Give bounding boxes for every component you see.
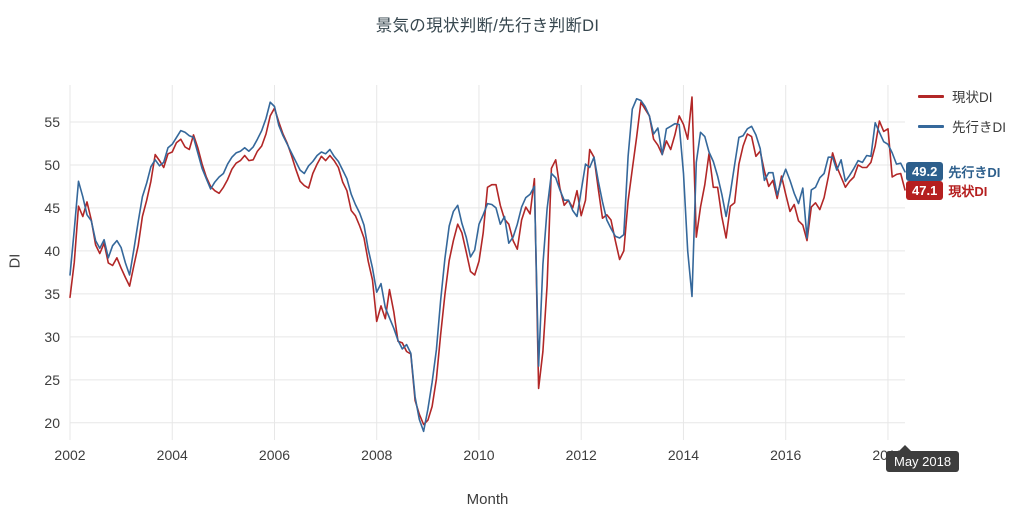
genjo-di-value-label: 現状DI bbox=[948, 184, 988, 199]
y-axis-label: DI bbox=[7, 253, 24, 269]
x-tick-label: 2014 bbox=[668, 447, 699, 463]
y-tick-label: 30 bbox=[44, 329, 60, 345]
y-tick-label: 40 bbox=[44, 243, 60, 259]
x-tick-label: 2012 bbox=[566, 447, 597, 463]
legend-label-saki-di: 先行きDI bbox=[952, 120, 1006, 135]
hover-tooltip: May 2018 bbox=[886, 445, 960, 472]
series-line-現状DI[interactable] bbox=[69, 96, 906, 426]
x-tick-label: 2002 bbox=[54, 447, 85, 463]
x-tick-label: 2006 bbox=[259, 447, 290, 463]
end-value-saki-di: 49.2 先行きDI bbox=[906, 162, 1000, 181]
saki-di-value-badge: 49.2 bbox=[906, 162, 944, 181]
y-tick-label: 45 bbox=[44, 200, 60, 216]
y-tick-label: 50 bbox=[44, 157, 60, 173]
x-tick-label: 2004 bbox=[157, 447, 188, 463]
tooltip-caret-up-icon bbox=[899, 445, 911, 451]
x-tick-label: 2008 bbox=[361, 447, 392, 463]
saki-di-line-swatch bbox=[918, 124, 944, 128]
y-tick-label: 25 bbox=[44, 372, 60, 388]
y-tick-label: 55 bbox=[44, 114, 60, 130]
chart-title: 景気の現状判断/先行き判断DI bbox=[375, 17, 600, 35]
series-line-先行きDI[interactable] bbox=[69, 98, 906, 433]
x-tick-label: 2010 bbox=[463, 447, 494, 463]
x-tick-label: 2016 bbox=[770, 447, 801, 463]
genjo-di-line-swatch bbox=[918, 94, 944, 98]
legend: 現状DI 先行きDI bbox=[918, 86, 1006, 136]
tooltip-text: May 2018 bbox=[894, 454, 952, 469]
legend-item-genjo-di[interactable]: 現状DI bbox=[918, 86, 1006, 106]
y-tick-label: 35 bbox=[44, 286, 60, 302]
saki-di-value-label: 先行きDI bbox=[948, 165, 1001, 180]
x-axis-label: Month bbox=[466, 491, 509, 508]
end-value-genjo-di: 47.1 現状DI bbox=[906, 181, 987, 200]
legend-label-genjo-di: 現状DI bbox=[952, 90, 993, 105]
legend-item-saki-di[interactable]: 先行きDI bbox=[918, 116, 1006, 136]
y-tick-label: 20 bbox=[44, 415, 60, 431]
genjo-di-value-badge: 47.1 bbox=[906, 181, 944, 200]
